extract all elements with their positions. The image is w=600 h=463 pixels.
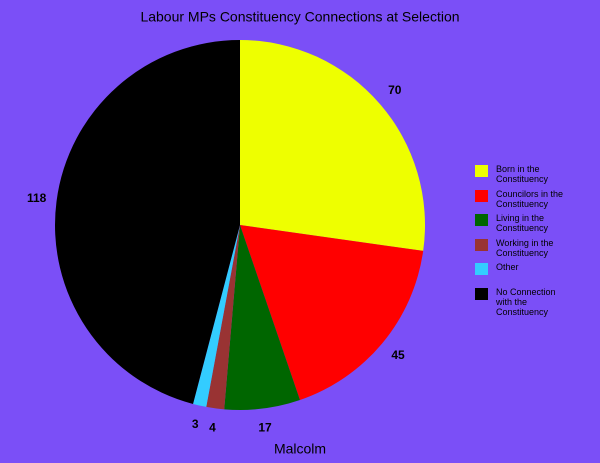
legend: Born in the Constituency Councilors in th… — [475, 164, 595, 317]
legend-label: Other — [496, 262, 519, 272]
pie-slice — [206, 225, 240, 410]
legend-label: Councilors in the Constituency — [496, 188, 564, 209]
legend-entry: Born in the Constituency — [475, 164, 595, 189]
legend-label: Living in the Constituency — [496, 213, 549, 233]
pie-slice — [224, 225, 300, 410]
data-label: 45 — [391, 348, 405, 362]
legend-swatch — [475, 263, 488, 275]
legend-swatch — [475, 165, 488, 177]
legend-label: No Connection with the Constituency — [496, 286, 556, 317]
data-label: 3 — [192, 417, 199, 431]
legend-entry: No Connection with the Constituency — [475, 287, 595, 317]
legend-label: Working in the Constituency — [496, 237, 554, 258]
data-label: 70 — [388, 83, 402, 97]
legend-entry: Living in the Constituency — [475, 213, 595, 238]
data-label: 4 — [209, 420, 216, 434]
legend-label: Born in the Constituency — [496, 164, 549, 184]
legend-swatch — [475, 238, 488, 251]
data-label: 17 — [258, 421, 272, 435]
pie-slice — [240, 225, 424, 401]
pie-slice — [240, 40, 425, 251]
pie-slice — [54, 40, 240, 404]
legend-entry: Working in the Constituency — [475, 238, 595, 263]
legend-swatch — [475, 189, 488, 202]
data-label: 118 — [27, 191, 47, 205]
legend-entry: Councilors in the Constituency — [475, 189, 595, 214]
legend-swatch — [475, 287, 488, 300]
legend-swatch — [475, 214, 488, 226]
legend-entry: Other — [475, 262, 595, 287]
pie-slice — [193, 225, 240, 407]
chart-title: Labour MPs Constituency Connections at S… — [140, 9, 459, 25]
x-axis-label: Malcolm — [274, 441, 326, 457]
